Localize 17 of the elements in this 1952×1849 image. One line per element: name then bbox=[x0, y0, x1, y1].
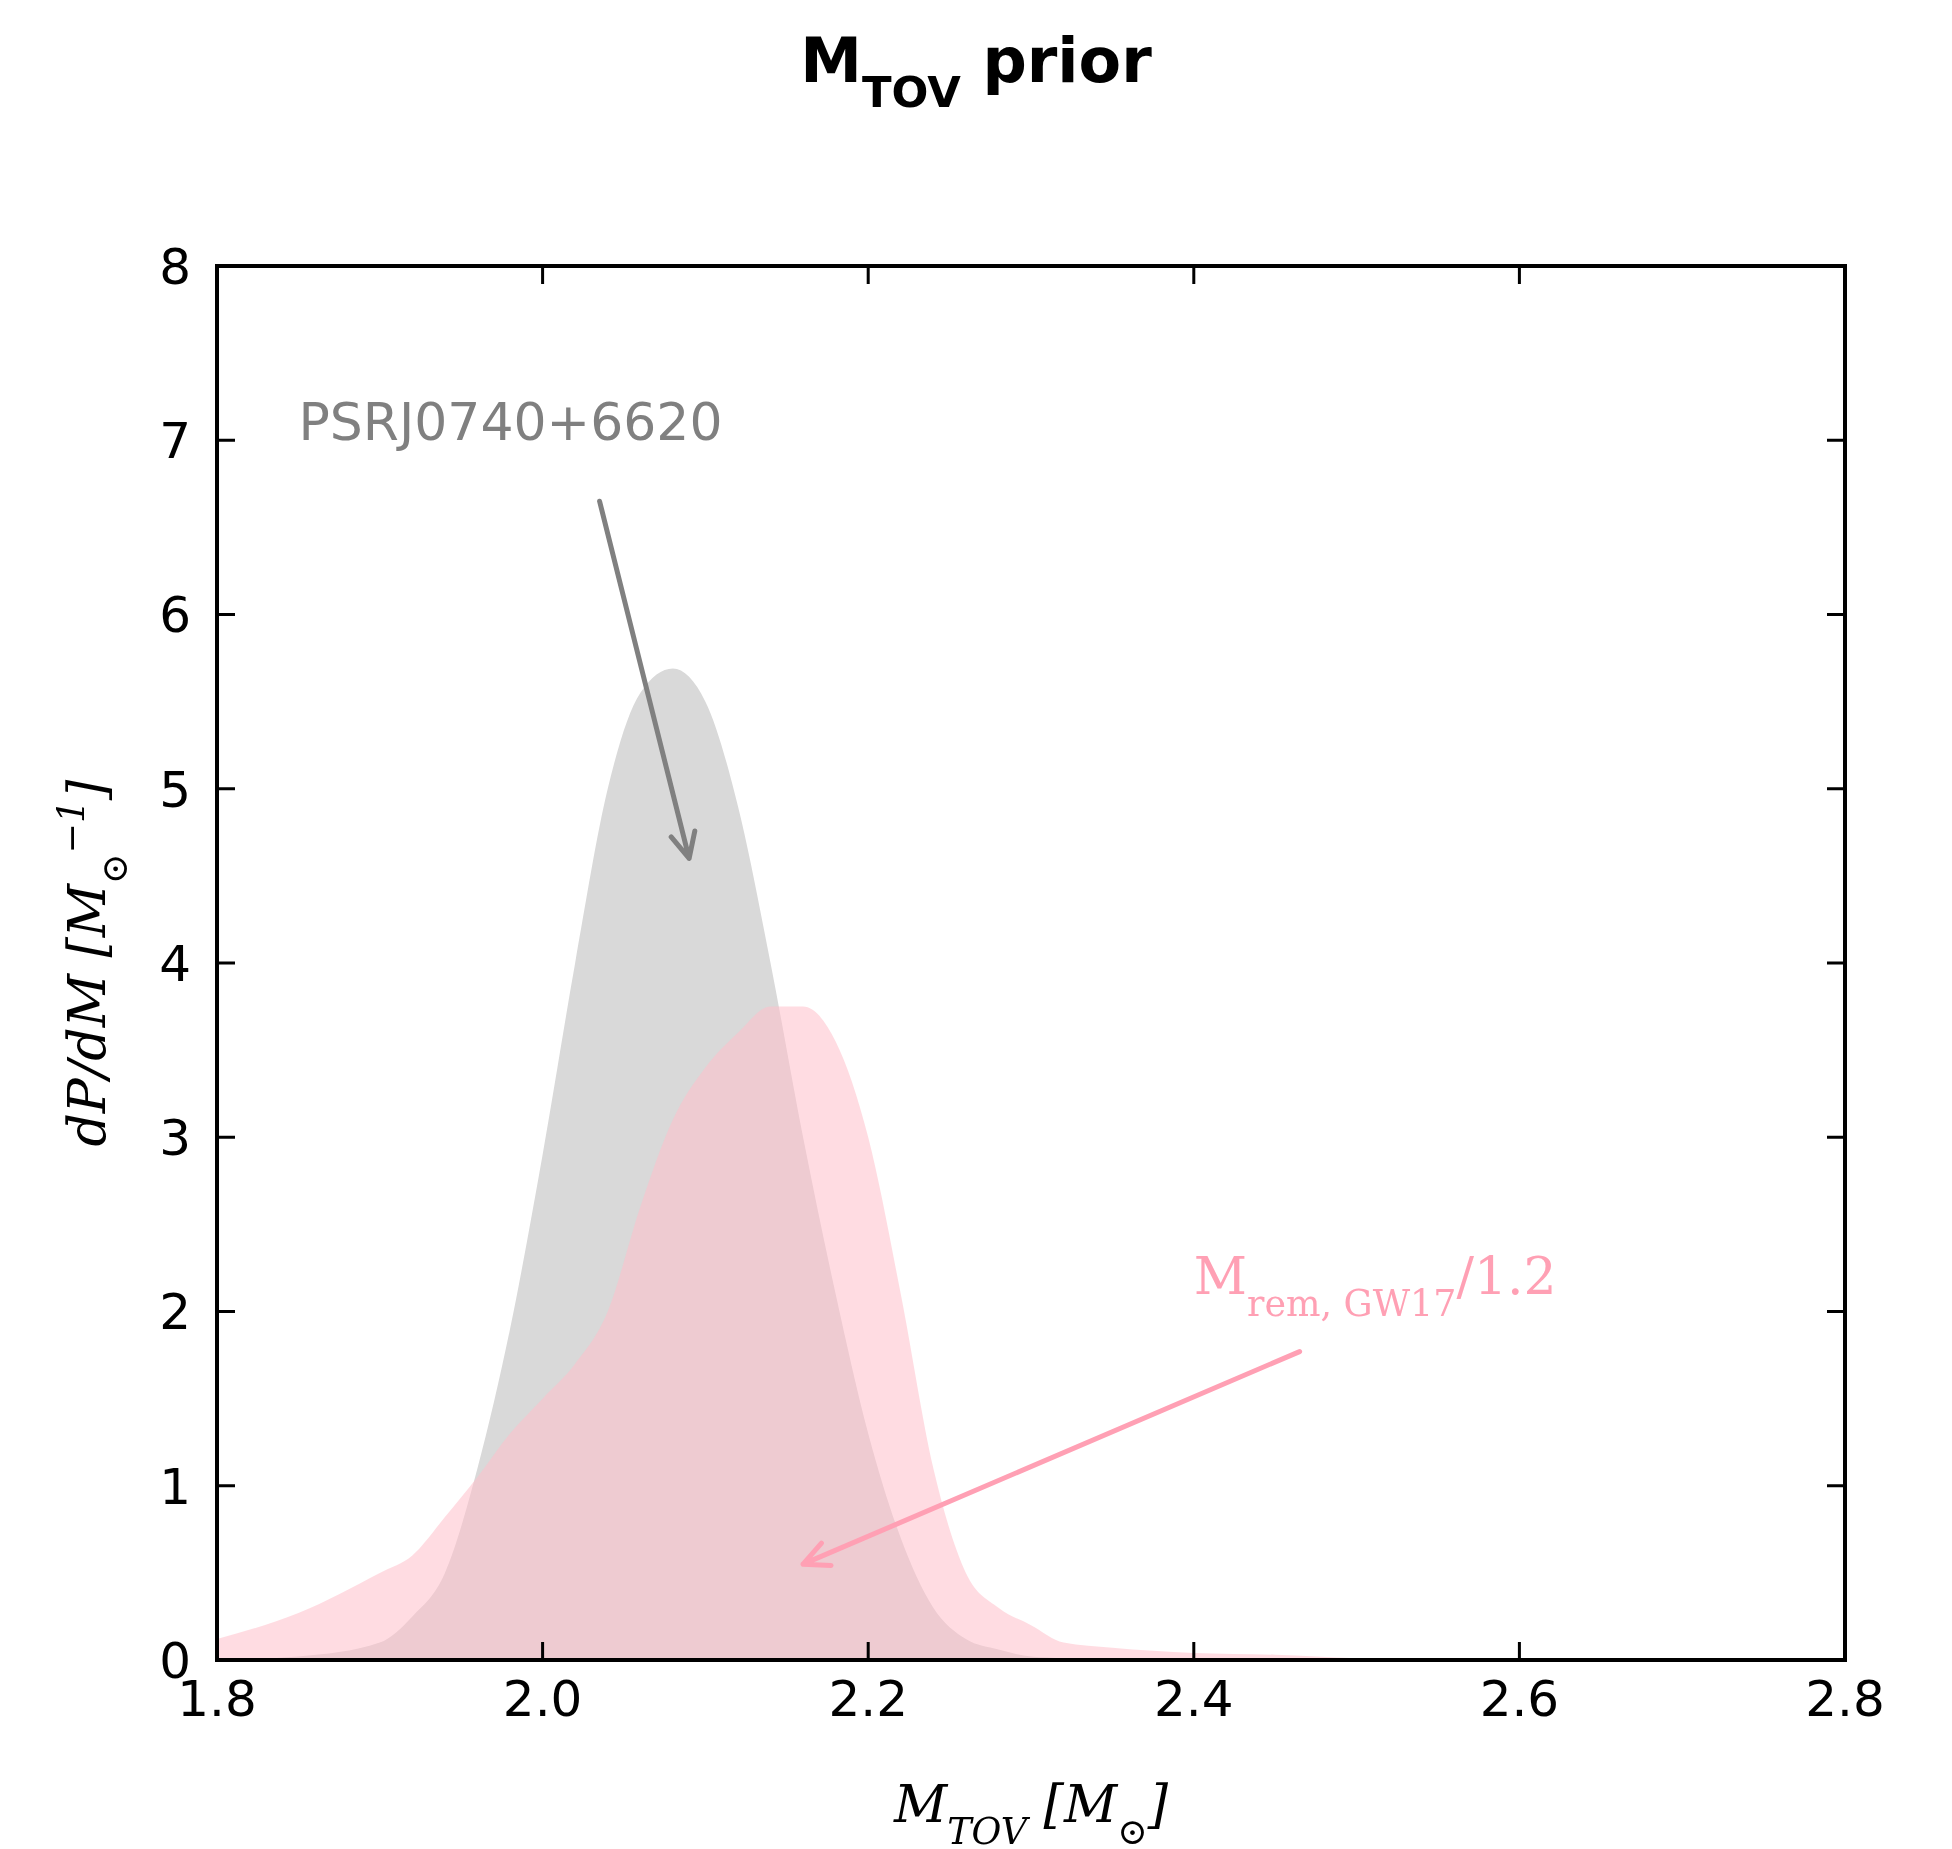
y-tick-label: 7 bbox=[159, 412, 191, 470]
y-tick-label: 5 bbox=[159, 760, 191, 819]
chart-title: M$_{TOV}$ prior bbox=[800, 24, 1153, 117]
x-tick-label: 2.6 bbox=[1479, 1669, 1560, 1728]
annotation: PSRJ0740+6620 bbox=[298, 392, 723, 453]
y-tick-label: 8 bbox=[159, 237, 191, 296]
y-tick-label: 1 bbox=[159, 1457, 191, 1516]
y-tick-label: 3 bbox=[159, 1109, 191, 1167]
x-tick-label: 2.4 bbox=[1154, 1669, 1234, 1728]
x-tick-label: 2.2 bbox=[828, 1669, 908, 1728]
annotation: M$_{rem, GW17}$/1.2 bbox=[1193, 1246, 1557, 1325]
x-axis-title: M$_{TOV}$ [M$_{⊙}$] bbox=[893, 1774, 1169, 1849]
x-tick-label: 2.0 bbox=[502, 1669, 583, 1728]
y-tick-label: 6 bbox=[159, 586, 191, 645]
y-tick-label: 4 bbox=[159, 934, 191, 993]
y-tick-label: 2 bbox=[159, 1283, 191, 1342]
x-tick-label: 2.8 bbox=[1805, 1669, 1885, 1728]
